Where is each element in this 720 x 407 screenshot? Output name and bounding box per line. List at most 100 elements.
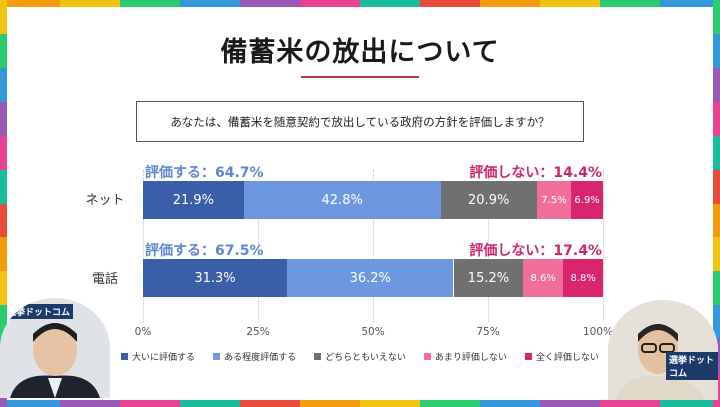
frame-segment [713, 101, 720, 136]
legend-item-somewhat: ある程度評価する [213, 350, 296, 363]
bar-segment-phone-not-at-all: 8.8% [562, 259, 604, 297]
frame-segment [0, 271, 7, 306]
category-label-net: ネット [85, 193, 125, 208]
data-label: 15.2% [467, 270, 510, 286]
chart-legend: 大いに評価する ある程度評価する どちらともいえない あまり評価しない 全く評価しない [0, 350, 720, 363]
frame-segment [60, 400, 120, 407]
legend-swatch [314, 353, 322, 360]
data-label: 42.8% [321, 192, 363, 208]
data-label: 31.3% [194, 270, 236, 286]
bar-segment-net-neutral: 20.9% [440, 181, 537, 219]
frame-segment [180, 0, 240, 7]
bar-segment-phone-very-high: 31.3% [143, 259, 287, 297]
bar-segment-net-somewhat: 42.8% [243, 181, 441, 219]
data-label: 36.2% [349, 270, 391, 286]
x-tick-75: 75% [476, 326, 500, 338]
presenter-video-right: 選挙ドットコム [608, 300, 718, 400]
legend-label: ある程度評価する [224, 353, 297, 363]
legend-label: 全く評価しない [535, 353, 599, 363]
frame-segment [0, 33, 7, 68]
frame-segment [60, 0, 120, 7]
bar-segment-phone-neutral: 15.2% [453, 259, 524, 297]
frame-border-top [0, 0, 720, 7]
presenter-video-left: 選挙ドットコム [0, 298, 110, 398]
legend-item-neutral: どちらともいえない [314, 350, 406, 363]
legend-item-not-at-all: 全く評価しない [524, 350, 599, 363]
frame-segment [360, 0, 420, 7]
frame-segment [120, 400, 180, 407]
summary-positive-phone: 評価する：67.5% [145, 243, 264, 259]
category-label-phone: 電話 [91, 272, 118, 287]
survey-question-text: あなたは、備蓄米を随意契約で放出している政府の方針を評価しますか？ [170, 114, 550, 129]
data-label: 20.9% [468, 192, 510, 208]
frame-segment [713, 0, 720, 34]
frame-segment [0, 0, 60, 7]
frame-segment [0, 0, 7, 34]
legend-swatch [121, 353, 129, 360]
gridline-75 [488, 170, 489, 322]
presenter-right-logo: 選挙ドットコム [666, 352, 718, 380]
frame-segment [240, 0, 300, 7]
bar-row-net: 21.9% 42.8% 20.9% 7.5% 6.9% [143, 181, 603, 219]
bar-segment-net-not-at-all: 6.9% [571, 181, 603, 219]
legend-label: 大いに評価する [132, 353, 196, 363]
frame-segment [600, 0, 660, 7]
frame-segment [480, 400, 540, 407]
summary-negative-phone: 評価しない：17.4% [469, 243, 602, 259]
frame-segment [660, 0, 720, 7]
frame-segment [540, 0, 600, 7]
gridline-25 [258, 170, 259, 322]
legend-swatch [524, 353, 532, 360]
frame-segment [0, 237, 7, 272]
presenter-left-logo: 選挙ドットコム [4, 304, 74, 319]
frame-segment [480, 0, 540, 7]
frame-segment [180, 400, 240, 407]
frame-segment [660, 400, 720, 407]
frame-segment [713, 169, 720, 204]
gridline-50 [373, 170, 374, 322]
data-label: 8.8% [570, 272, 596, 284]
data-label: 8.6% [530, 272, 556, 284]
x-tick-25: 25% [246, 326, 270, 338]
frame-segment [0, 305, 7, 340]
frame-segment [540, 400, 600, 407]
frame-segment [600, 400, 660, 407]
frame-segment [713, 237, 720, 272]
legend-swatch [423, 353, 431, 360]
x-tick-50: 50% [361, 326, 385, 338]
frame-segment [360, 400, 420, 407]
title-underline [301, 76, 419, 78]
bar-segment-net-very-high: 21.9% [143, 181, 244, 219]
frame-segment [713, 33, 720, 68]
frame-segment [0, 169, 7, 204]
summary-negative-net: 評価しない：14.4% [469, 165, 602, 181]
frame-border-bottom [0, 400, 720, 407]
bar-segment-net-not-much: 7.5% [536, 181, 572, 219]
bar-segment-phone-not-much: 8.6% [523, 259, 563, 297]
frame-segment [713, 271, 720, 306]
frame-segment [240, 400, 300, 407]
frame-segment [713, 305, 720, 340]
frame-segment [0, 67, 7, 102]
gridline-0 [143, 170, 144, 322]
data-label: 6.9% [574, 194, 600, 206]
legend-item-very-high: 大いに評価する [121, 350, 195, 363]
frame-segment [0, 400, 60, 407]
data-label: 7.5% [541, 194, 567, 206]
legend-swatch [213, 353, 221, 360]
x-tick-0: 0% [134, 326, 152, 338]
presenter-right-silhouette [608, 300, 718, 400]
frame-segment [713, 203, 720, 238]
survey-question: あなたは、備蓄米を随意契約で放出している政府の方針を評価しますか？ [136, 101, 584, 142]
frame-segment [420, 0, 480, 7]
bar-row-phone: 31.3% 36.2% 15.2% 8.6% 8.8% [143, 259, 604, 297]
legend-label: どちらともいえない [325, 353, 406, 363]
x-tick-100: 100% [582, 326, 614, 338]
frame-segment [300, 0, 360, 7]
gridline-100 [603, 170, 604, 322]
frame-segment [0, 101, 7, 136]
bar-segment-phone-somewhat: 36.2% [286, 259, 454, 297]
frame-segment [0, 203, 7, 238]
frame-segment [713, 67, 720, 102]
frame-segment [0, 135, 7, 170]
